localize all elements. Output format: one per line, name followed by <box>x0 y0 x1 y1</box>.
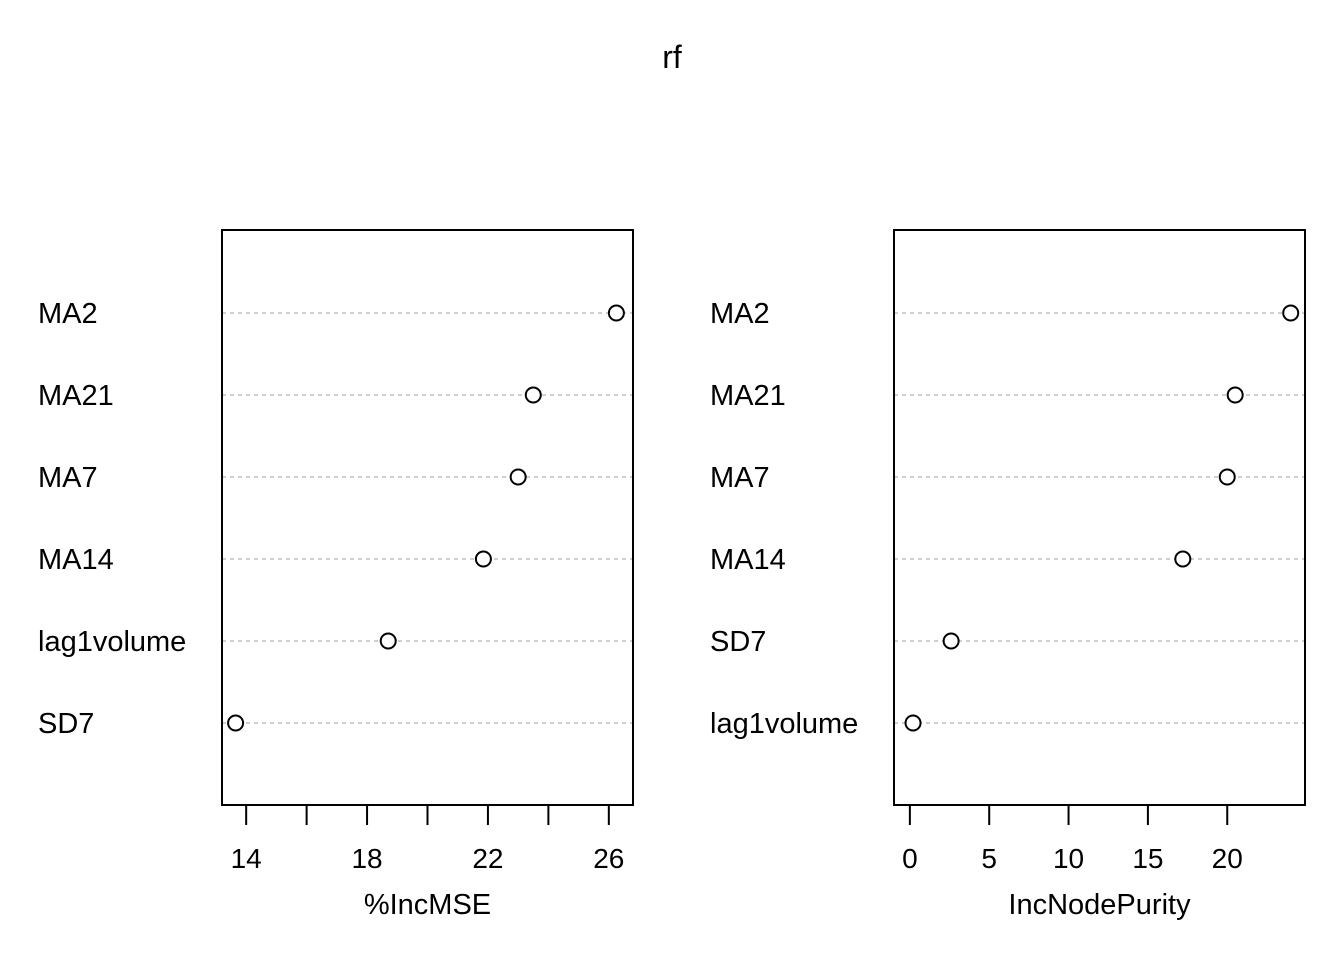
x-axis-label-incnodepurity: IncNodePurity <box>1008 889 1191 921</box>
category-label: MA21 <box>38 380 114 412</box>
category-labels-incnodepurity: MA2 MA21 MA7 MA14 SD7 lag1volume <box>710 298 858 740</box>
category-label: MA14 <box>710 544 786 576</box>
category-label: MA14 <box>38 544 114 576</box>
x-tick-label: 20 <box>1212 843 1243 874</box>
x-tick-label: 15 <box>1132 843 1163 874</box>
data-point <box>942 632 960 650</box>
data-point <box>1226 386 1244 404</box>
category-label: MA2 <box>710 298 770 330</box>
data-point <box>904 714 922 732</box>
guides-incnodepurity <box>894 312 1305 724</box>
category-label: lag1volume <box>710 708 858 740</box>
points-incmse <box>227 304 625 732</box>
points-incnodepurity <box>904 304 1300 732</box>
data-point <box>607 304 625 322</box>
category-label: MA21 <box>710 380 786 412</box>
x-tick-label: 26 <box>593 843 624 874</box>
category-label: MA2 <box>38 298 98 330</box>
category-label: MA7 <box>710 462 770 494</box>
data-point <box>509 468 527 486</box>
x-tick-label: 10 <box>1053 843 1084 874</box>
data-point <box>524 386 542 404</box>
x-tick-label: 22 <box>472 843 503 874</box>
chart-title: rf <box>662 39 682 75</box>
data-point <box>1282 304 1300 322</box>
panel-incmse: MA2 MA21 MA7 MA14 lag1volume SD7 14 18 22 26 %In… <box>38 229 634 921</box>
x-tick-label: 18 <box>351 843 382 874</box>
data-point <box>379 632 397 650</box>
panel-incnodepurity: MA2 MA21 MA7 MA14 SD7 lag1volume 0 5 10 15 20 Inc… <box>710 229 1306 921</box>
category-label: SD7 <box>710 626 766 658</box>
plot-frame-incmse <box>221 229 634 806</box>
category-label: lag1volume <box>38 626 186 658</box>
data-point <box>1218 468 1236 486</box>
x-axis-incmse: 14 18 22 26 <box>231 805 624 874</box>
guides-incmse <box>222 312 633 724</box>
x-tick-label: 14 <box>231 843 262 874</box>
x-tick-label: 5 <box>981 843 997 874</box>
x-axis-label-incmse: %IncMSE <box>364 889 491 921</box>
category-labels-incmse: MA2 MA21 MA7 MA14 lag1volume SD7 <box>38 298 186 740</box>
data-point <box>474 550 492 568</box>
category-label: SD7 <box>38 708 94 740</box>
data-point <box>1174 550 1192 568</box>
plot-frame-incnodepurity <box>893 229 1306 806</box>
category-label: MA7 <box>38 462 98 494</box>
x-tick-label: 0 <box>902 843 918 874</box>
x-axis-incnodepurity: 0 5 10 15 20 <box>902 805 1243 874</box>
data-point <box>227 714 245 732</box>
